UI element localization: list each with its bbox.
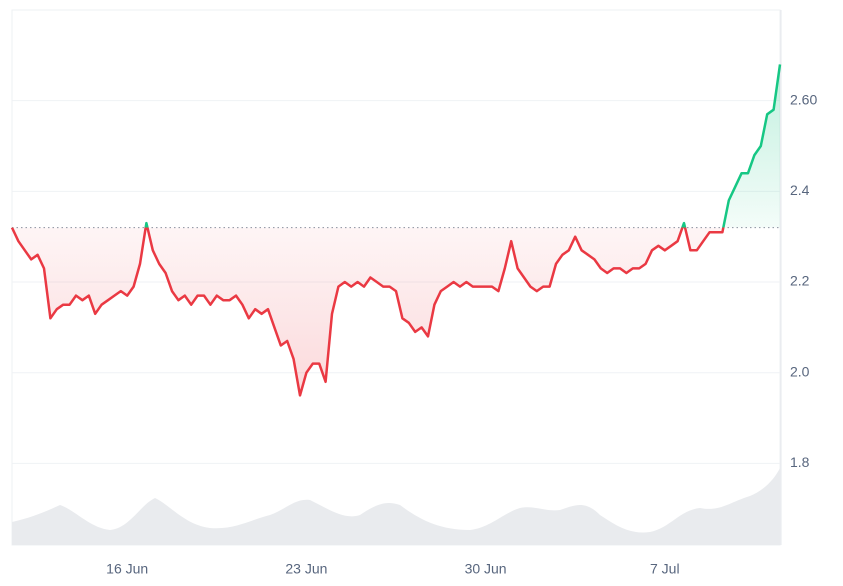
volume-area <box>12 468 780 545</box>
y-tick-label: 1.8 <box>790 454 810 470</box>
y-tick-label: 2.60 <box>790 91 817 107</box>
price-line <box>10 64 782 397</box>
x-tick-label: 23 Jun <box>285 561 327 577</box>
x-tick-label: 7 Jul <box>650 561 680 577</box>
y-tick-label: 2.2 <box>790 273 810 289</box>
price-area <box>12 64 780 396</box>
y-tick-label: 2.4 <box>790 182 810 198</box>
x-tick-label: 30 Jun <box>465 561 507 577</box>
y-tick-label: 2.0 <box>790 363 810 379</box>
x-tick-label: 16 Jun <box>106 561 148 577</box>
